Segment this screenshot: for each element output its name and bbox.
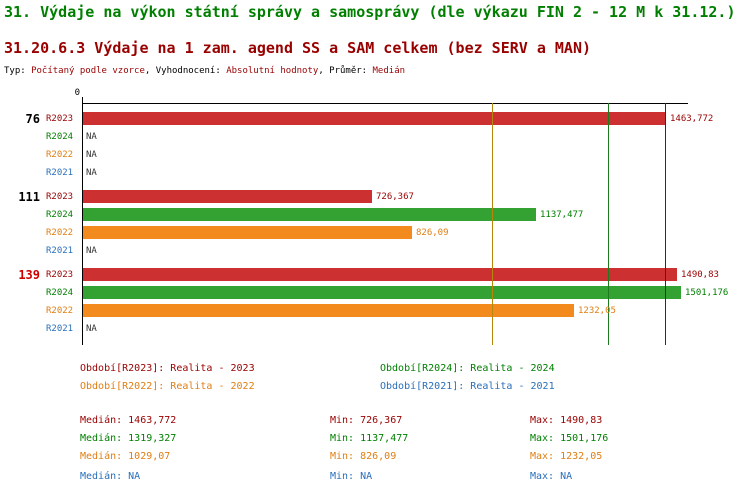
series-label: R2023 [46, 270, 74, 280]
series-label: R2023 [46, 114, 74, 124]
meta-segment: , [318, 66, 330, 76]
meta-segment: , [144, 66, 156, 76]
bar-r2023 [83, 112, 666, 125]
na-value: NA [86, 150, 97, 160]
group-label: 139 [18, 268, 40, 282]
bar-r2024 [83, 286, 681, 299]
stat-median: Medián: NA [80, 471, 141, 482]
series-label: R2023 [46, 192, 74, 202]
series-label: R2022 [46, 150, 74, 160]
meta-segment: Absolutní hodnoty [226, 66, 319, 76]
bar-value: 1501,176 [685, 288, 729, 298]
na-value: NA [86, 168, 97, 178]
stat-median: Medián: 1319,327 [80, 433, 177, 444]
bar-value: 1137,477 [540, 210, 584, 220]
x-axis-line [82, 103, 688, 104]
series-label: R2024 [46, 210, 74, 220]
legend-row: Období[R2022]: Realita - 2022 Období[R20… [80, 379, 720, 397]
meta-segment: Průměr: [329, 66, 373, 76]
x-axis-zero-label: 0 [74, 88, 80, 98]
stat-min: Min: 826,09 [330, 451, 397, 462]
na-value: NA [86, 246, 97, 256]
stats-row-r2024: Medián: 1319,327 Min: 1137,477 Max: 1501… [80, 431, 740, 449]
bar-r2022 [83, 226, 412, 239]
stat-min: Min: NA [330, 471, 373, 482]
series-label: R2021 [46, 324, 74, 334]
series-label: R2021 [46, 246, 74, 256]
median-line-r2023 [665, 103, 666, 345]
median-line-r2024 [608, 103, 609, 345]
bar-value: 726,367 [376, 192, 414, 202]
series-label: R2022 [46, 228, 74, 238]
bar-r2024 [83, 208, 536, 221]
meta-line: Typ: Počítaný podle vzorce, Vyhodnocení:… [4, 66, 405, 77]
bar-value: 826,09 [416, 228, 449, 238]
meta-segment: Vyhodnocení: [155, 66, 227, 76]
stats-row-r2022: Medián: 1029,07 Min: 826,09 Max: 1232,05 [80, 449, 740, 467]
stat-max: Max: 1490,83 [530, 415, 603, 426]
series-label: R2022 [46, 306, 74, 316]
chart-title: 31. Výdaje na výkon státní správy a samo… [4, 3, 736, 21]
stats-row-r2021: Medián: NA Min: NA Max: NA [80, 469, 740, 487]
stat-min: Min: 726,367 [330, 415, 403, 426]
legend-item-r2023: Období[R2023]: Realita - 2023 [80, 363, 255, 374]
legend-item-r2022: Období[R2022]: Realita - 2022 [80, 381, 255, 392]
meta-segment: Počítaný podle vzorce [31, 66, 145, 76]
bar-r2023 [83, 268, 677, 281]
series-label: R2021 [46, 168, 74, 178]
series-label: R2024 [46, 288, 74, 298]
meta-segment: Typ: [4, 66, 32, 76]
series-label: R2024 [46, 132, 74, 142]
group-label: 111 [18, 190, 40, 204]
stat-max: Max: 1232,05 [530, 451, 603, 462]
median-line-r2022 [492, 103, 493, 345]
na-value: NA [86, 132, 97, 142]
stats-row-r2023: Medián: 1463,772 Min: 726,367 Max: 1490,… [80, 413, 740, 431]
bar-value: 1463,772 [670, 114, 714, 124]
bar-r2023 [83, 190, 372, 203]
bar-value: 1490,83 [681, 270, 719, 280]
legend-row: Období[R2023]: Realita - 2023 Období[R20… [80, 361, 720, 379]
stat-median: Medián: 1029,07 [80, 451, 171, 462]
chart-subtitle: 31.20.6.3 Výdaje na 1 zam. agend SS a SA… [4, 39, 591, 57]
legend-item-r2021: Období[R2021]: Realita - 2021 [380, 381, 555, 392]
stat-max: Max: 1501,176 [530, 433, 609, 444]
bar-r2022 [83, 304, 574, 317]
stats-table: Medián: 1463,772 Min: 726,367 Max: 1490,… [80, 413, 740, 487]
legend: Období[R2023]: Realita - 2023 Období[R20… [80, 361, 720, 397]
stat-min: Min: 1137,477 [330, 433, 409, 444]
y-axis-line [82, 97, 83, 345]
stat-max: Max: NA [530, 471, 573, 482]
bar-value: 1232,05 [578, 306, 616, 316]
legend-item-r2024: Období[R2024]: Realita - 2024 [380, 363, 555, 374]
group-label: 76 [25, 112, 40, 126]
stat-median: Medián: 1463,772 [80, 415, 177, 426]
meta-segment: Medián [372, 66, 406, 76]
na-value: NA [86, 324, 97, 334]
